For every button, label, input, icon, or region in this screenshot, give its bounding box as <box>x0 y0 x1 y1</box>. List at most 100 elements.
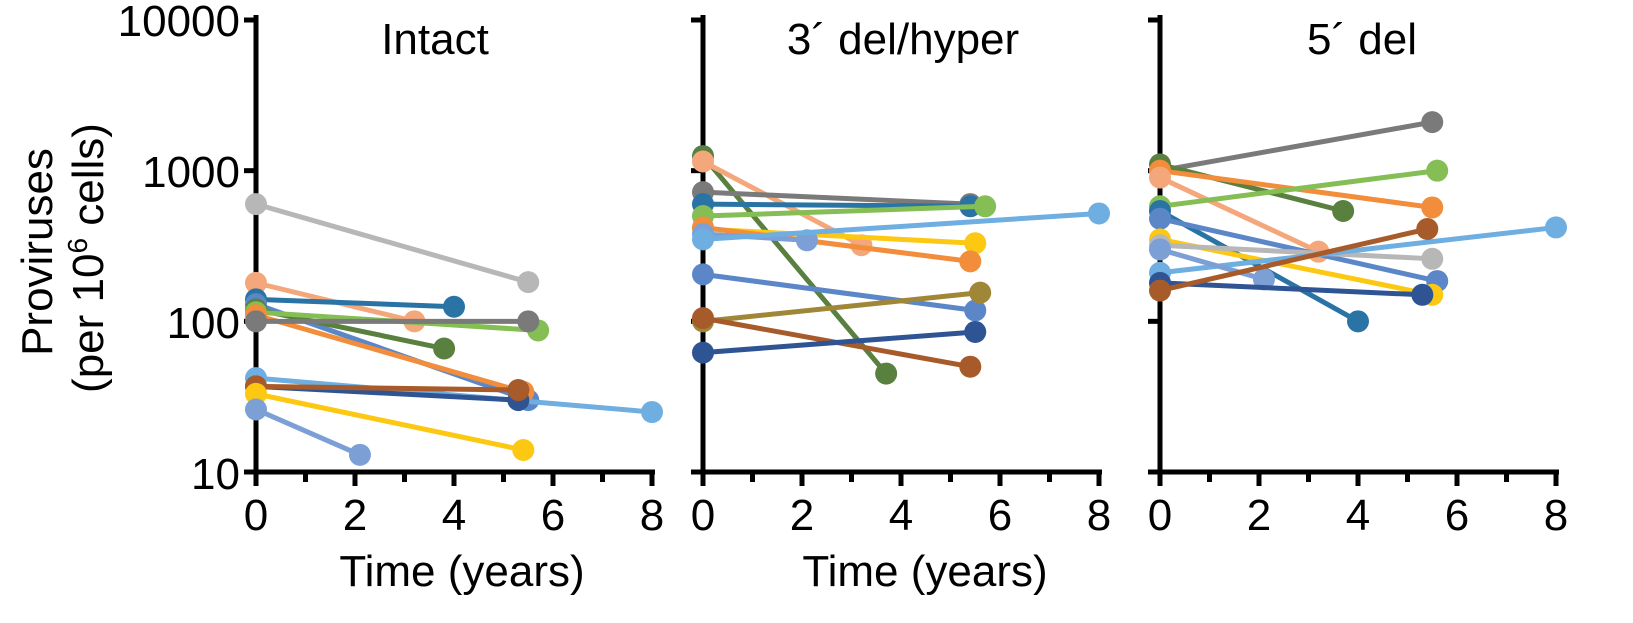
series-line-3-del-hyper-2 <box>700 189 973 207</box>
y-axis-title-line2: (per 106 cells) <box>62 123 113 393</box>
x-tick-label-3-del-hyper-4: 4 <box>889 491 913 540</box>
x-tick-label-intact-4: 4 <box>442 491 466 540</box>
x-tick-label-intact-6: 6 <box>541 491 565 540</box>
data-point-5-del-10-0 <box>1149 238 1171 261</box>
series-line-intact-11 <box>253 391 526 453</box>
x-tick-label-5-del-0: 0 <box>1148 491 1172 540</box>
data-point-5-del-9-1 <box>1545 216 1567 239</box>
data-point-3-del-hyper-10-1 <box>969 281 992 304</box>
x-axis-title-3-del-hyper: Time (years) <box>802 547 1047 596</box>
x-tick-label-3-del-hyper-0: 0 <box>691 491 715 540</box>
data-point-intact-4-1 <box>433 337 456 360</box>
data-point-3-del-hyper-11-0 <box>692 307 714 330</box>
data-point-5-del-2-1 <box>1421 196 1444 219</box>
data-point-intact-7-0 <box>245 310 267 333</box>
data-point-3-del-hyper-0-1 <box>875 362 898 385</box>
x-axis-title-intact: Time (years) <box>339 547 584 596</box>
series-line-3-del-hyper-9 <box>700 271 978 314</box>
series-line-5-del-12 <box>1157 226 1430 294</box>
series-line-intact-12 <box>253 406 363 458</box>
data-point-intact-11-1 <box>512 438 535 461</box>
data-point-3-del-hyper-5-1 <box>964 232 987 255</box>
series-line-3-del-hyper-10 <box>700 290 983 324</box>
y-axis-title-line2-start: (per 10 <box>64 254 113 393</box>
series-line-3-del-hyper-4 <box>700 203 988 219</box>
x-tick-label-3-del-hyper-2: 2 <box>790 491 814 540</box>
data-point-5-del-11-1 <box>1411 283 1434 306</box>
series-line-intact-10 <box>253 383 521 393</box>
series-line-5-del-3 <box>1157 175 1321 255</box>
y-axis-title-line2-superscript: 6 <box>62 238 93 254</box>
data-point-intact-8-1 <box>641 401 663 424</box>
data-point-5-del-6-0 <box>1149 207 1171 230</box>
series-line-5-del-0 <box>1157 119 1435 174</box>
y-tick-labels: 10 100 1000 10000 <box>118 0 240 499</box>
data-point-intact-11-0 <box>245 382 267 405</box>
x-tick-label-intact-8: 8 <box>640 491 664 540</box>
data-point-3-del-hyper-8-0 <box>692 228 714 251</box>
panel-intact: Intact Time (years) 0 2 4 6 8 <box>244 15 664 596</box>
data-point-5-del-1-1 <box>1332 199 1355 222</box>
data-point-5-del-0-1 <box>1421 111 1444 134</box>
data-point-3-del-hyper-1-0 <box>692 150 714 173</box>
series-line-3-del-hyper-12 <box>700 329 978 356</box>
data-point-5-del-3-0 <box>1149 166 1171 189</box>
series-line-5-del-11 <box>1157 280 1425 298</box>
x-tick-label-intact-0: 0 <box>244 491 268 540</box>
series-line-5-del-10 <box>1157 246 1267 282</box>
panel-3-del-hyper: 3´ del/hyper Time (years) 0 2 4 6 8 <box>691 15 1111 596</box>
x-tick-label-3-del-hyper-8: 8 <box>1087 491 1111 540</box>
data-point-5-del-8-1 <box>1421 247 1444 270</box>
series-line-5-del-9 <box>1157 224 1559 276</box>
panel-title-3-del-hyper: 3´ del/hyper <box>787 15 1019 64</box>
y-tick-label-10: 10 <box>191 450 240 499</box>
series-5-del <box>1149 111 1567 333</box>
data-point-3-del-hyper-9-0 <box>692 263 714 286</box>
data-point-intact-0-0 <box>245 193 267 216</box>
data-point-intact-12-1 <box>348 443 371 466</box>
y-tick-label-10000: 10000 <box>118 0 240 46</box>
series-3-del-hyper <box>692 145 1110 385</box>
x-tick-label-5-del-4: 4 <box>1346 491 1370 540</box>
x-tick-label-5-del-6: 6 <box>1445 491 1469 540</box>
series-line-3-del-hyper-6 <box>700 224 973 264</box>
series-line-intact-0 <box>253 201 531 285</box>
axes-5-del: 0 2 4 6 8 <box>1148 15 1568 540</box>
series-line-3-del-hyper-8 <box>700 210 1102 242</box>
data-point-5-del-4-1 <box>1426 159 1449 182</box>
data-point-3-del-hyper-12-1 <box>964 320 987 343</box>
series-line-intact-6 <box>253 312 526 395</box>
data-point-5-del-12-1 <box>1416 218 1439 241</box>
data-point-3-del-hyper-6-1 <box>959 250 982 273</box>
data-point-3-del-hyper-9-1 <box>964 299 987 322</box>
x-tick-label-5-del-8: 8 <box>1544 491 1568 540</box>
data-point-5-del-10-1 <box>1252 268 1275 291</box>
y-tick-label-1000: 1000 <box>142 148 240 197</box>
axes-3-del-hyper: 0 2 4 6 8 <box>691 15 1111 540</box>
x-tick-label-3-del-hyper-6: 6 <box>988 491 1012 540</box>
data-point-3-del-hyper-4-1 <box>974 195 997 218</box>
panel-title-5-del: 5´ del <box>1307 15 1417 64</box>
series-line-5-del-8 <box>1157 242 1435 262</box>
y-axis-title-line2-end: cells) <box>64 123 113 238</box>
data-point-3-del-hyper-8-1 <box>1088 202 1110 225</box>
series-line-5-del-4 <box>1157 168 1440 209</box>
panel-5-del: 5´ del 0 2 4 6 8 <box>1148 15 1568 540</box>
series-line-intact-2 <box>253 296 457 310</box>
series-intact <box>245 193 663 466</box>
series-line-5-del-1 <box>1157 161 1346 214</box>
data-point-5-del-5-1 <box>1347 310 1369 333</box>
data-point-intact-2-1 <box>443 295 465 318</box>
y-tick-label-100: 100 <box>167 299 240 348</box>
data-point-3-del-hyper-12-0 <box>692 341 714 364</box>
x-tick-label-5-del-2: 2 <box>1247 491 1271 540</box>
data-point-intact-12-0 <box>245 398 267 421</box>
data-point-intact-1-0 <box>245 271 267 294</box>
axes-intact: 0 2 4 6 8 <box>244 15 664 540</box>
data-point-intact-7-1 <box>517 310 540 333</box>
data-point-intact-10-1 <box>507 379 530 402</box>
y-axis-title-line1: Proviruses <box>13 148 62 356</box>
data-point-3-del-hyper-11-1 <box>959 355 982 378</box>
